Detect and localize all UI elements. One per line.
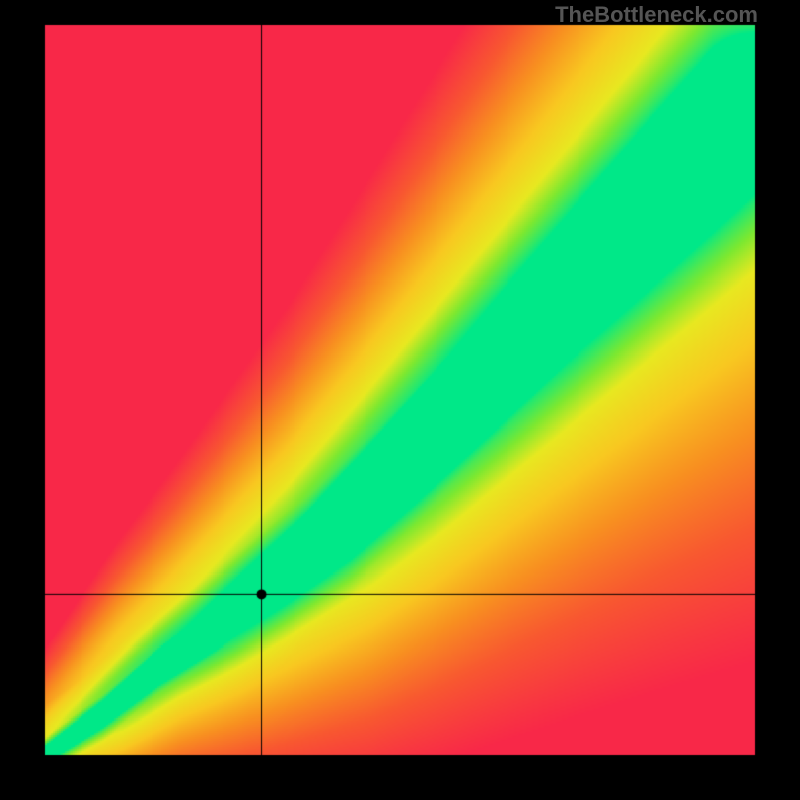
watermark-text: TheBottleneck.com xyxy=(555,2,758,28)
heatmap-canvas xyxy=(0,0,800,800)
chart-container: TheBottleneck.com xyxy=(0,0,800,800)
